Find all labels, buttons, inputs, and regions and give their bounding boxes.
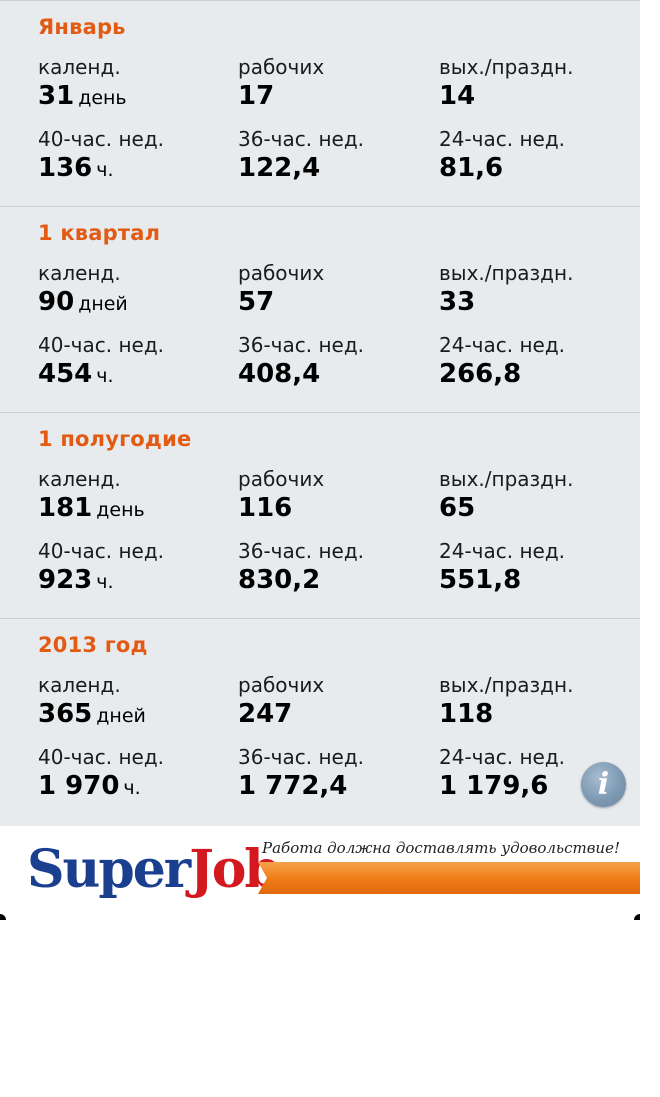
holidays-cell: вых./праздн. 33 xyxy=(439,261,573,320)
hours-24-cell: 24-час. нед. 266,8 xyxy=(439,333,565,392)
cell-label: 24-час. нед. xyxy=(439,745,566,769)
logo-super-text: Super xyxy=(27,839,191,900)
hours-40-cell: 40-час. нед. 454 ч. xyxy=(38,333,164,392)
banner-slogan: Работа должна доставлять удовольствие! xyxy=(262,839,621,857)
cell-label: вых./праздн. xyxy=(439,467,574,491)
cell-unit: ч. xyxy=(123,777,141,799)
cell-value: 31 xyxy=(38,81,75,111)
cell-label: рабочих xyxy=(238,673,325,697)
cell-value: 266,8 xyxy=(439,359,522,389)
cell-value: 116 xyxy=(238,493,293,523)
cell-value: 118 xyxy=(439,699,494,729)
cell-label: 36-час. нед. xyxy=(238,539,365,563)
cell-label: 24-час. нед. xyxy=(439,333,566,357)
hours-40-cell: 40-час. нед. 923 ч. xyxy=(38,539,164,598)
cell-unit: дней xyxy=(96,705,146,727)
cell-label: 36-час. нед. xyxy=(238,333,365,357)
working-days-cell: рабочих 116 xyxy=(238,467,324,526)
cell-label: вых./праздн. xyxy=(439,673,574,697)
cell-label: вых./праздн. xyxy=(439,261,574,285)
cell-unit: дней xyxy=(78,293,128,315)
cell-unit: ч. xyxy=(96,365,114,387)
info-icon: i xyxy=(597,767,610,802)
cell-label: 24-час. нед. xyxy=(439,127,566,151)
cell-label: рабочих xyxy=(238,467,325,491)
cell-value: 408,4 xyxy=(238,359,321,389)
section-quarter-1: 1 квартал календ. 90 дней рабочих 57 вых.… xyxy=(0,207,640,413)
calendar-days-cell: календ. 90 дней xyxy=(38,261,128,320)
cell-value: 57 xyxy=(238,287,275,317)
superjob-banner[interactable]: SuperJob Работа должна доставлять удовол… xyxy=(0,827,640,920)
cell-unit: день xyxy=(78,87,127,109)
hours-40-cell: 40-час. нед. 1 970 ч. xyxy=(38,745,164,804)
cell-value: 65 xyxy=(439,493,476,523)
cell-label: календ. xyxy=(38,55,121,79)
cell-unit: ч. xyxy=(96,571,114,593)
cell-label: календ. xyxy=(38,673,121,697)
cell-value: 1 970 xyxy=(38,771,120,801)
cell-label: рабочих xyxy=(238,55,325,79)
cell-value: 454 xyxy=(38,359,93,389)
cell-unit: день xyxy=(96,499,145,521)
hours-36-cell: 36-час. нед. 1 772,4 xyxy=(238,745,364,804)
section-title: Январь xyxy=(38,15,126,39)
section-title: 2013 год xyxy=(38,633,148,657)
working-days-cell: рабочих 17 xyxy=(238,55,324,114)
cell-value: 923 xyxy=(38,565,93,595)
hours-36-cell: 36-час. нед. 408,4 xyxy=(238,333,364,392)
cell-value: 247 xyxy=(238,699,293,729)
banner-corner xyxy=(0,914,6,920)
superjob-logo: SuperJob xyxy=(27,835,281,905)
section-title: 1 квартал xyxy=(38,221,161,245)
cell-value: 122,4 xyxy=(238,153,321,183)
hours-24-cell: 24-час. нед. 551,8 xyxy=(439,539,565,598)
holidays-cell: вых./праздн. 14 xyxy=(439,55,573,114)
cell-label: календ. xyxy=(38,467,121,491)
holidays-cell: вых./праздн. 118 xyxy=(439,673,573,732)
cell-unit: ч. xyxy=(96,159,114,181)
cell-label: вых./праздн. xyxy=(439,55,574,79)
cell-value: 551,8 xyxy=(439,565,522,595)
calendar-days-cell: календ. 181 день xyxy=(38,467,145,526)
calendar-days-cell: календ. 31 день xyxy=(38,55,127,114)
cell-value: 33 xyxy=(439,287,476,317)
calendar-panel: Январь календ. 31 день рабочих 17 вых./пр… xyxy=(0,0,640,826)
hours-24-cell: 24-час. нед. 1 179,6 xyxy=(439,745,565,804)
holidays-cell: вых./праздн. 65 xyxy=(439,467,573,526)
section-title: 1 полугодие xyxy=(38,427,192,451)
banner-orange-bar xyxy=(258,862,640,894)
cell-label: 40-час. нед. xyxy=(38,127,165,151)
section-year-2013: 2013 год календ. 365 дней рабочих 247 вых… xyxy=(0,619,640,825)
banner-corner xyxy=(634,914,640,920)
section-january: Январь календ. 31 день рабочих 17 вых./пр… xyxy=(0,1,640,207)
info-button[interactable]: i xyxy=(581,762,626,807)
cell-value: 14 xyxy=(439,81,476,111)
cell-value: 1 179,6 xyxy=(439,771,549,801)
section-half-year-1: 1 полугодие календ. 181 день рабочих 116 … xyxy=(0,413,640,619)
cell-label: 36-час. нед. xyxy=(238,745,365,769)
hours-40-cell: 40-час. нед. 136 ч. xyxy=(38,127,164,186)
hours-36-cell: 36-час. нед. 122,4 xyxy=(238,127,364,186)
cell-value: 830,2 xyxy=(238,565,321,595)
cell-label: рабочих xyxy=(238,261,325,285)
cell-label: 36-час. нед. xyxy=(238,127,365,151)
cell-value: 365 xyxy=(38,699,93,729)
hours-24-cell: 24-час. нед. 81,6 xyxy=(439,127,565,186)
working-days-cell: рабочих 57 xyxy=(238,261,324,320)
cell-value: 90 xyxy=(38,287,75,317)
cell-value: 1 772,4 xyxy=(238,771,348,801)
cell-value: 181 xyxy=(38,493,93,523)
cell-label: календ. xyxy=(38,261,121,285)
cell-label: 40-час. нед. xyxy=(38,333,165,357)
working-days-cell: рабочих 247 xyxy=(238,673,324,732)
cell-label: 40-час. нед. xyxy=(38,745,165,769)
cell-value: 17 xyxy=(238,81,275,111)
cell-label: 24-час. нед. xyxy=(439,539,566,563)
cell-value: 81,6 xyxy=(439,153,504,183)
calendar-days-cell: календ. 365 дней xyxy=(38,673,146,732)
cell-value: 136 xyxy=(38,153,93,183)
cell-label: 40-час. нед. xyxy=(38,539,165,563)
hours-36-cell: 36-час. нед. 830,2 xyxy=(238,539,364,598)
